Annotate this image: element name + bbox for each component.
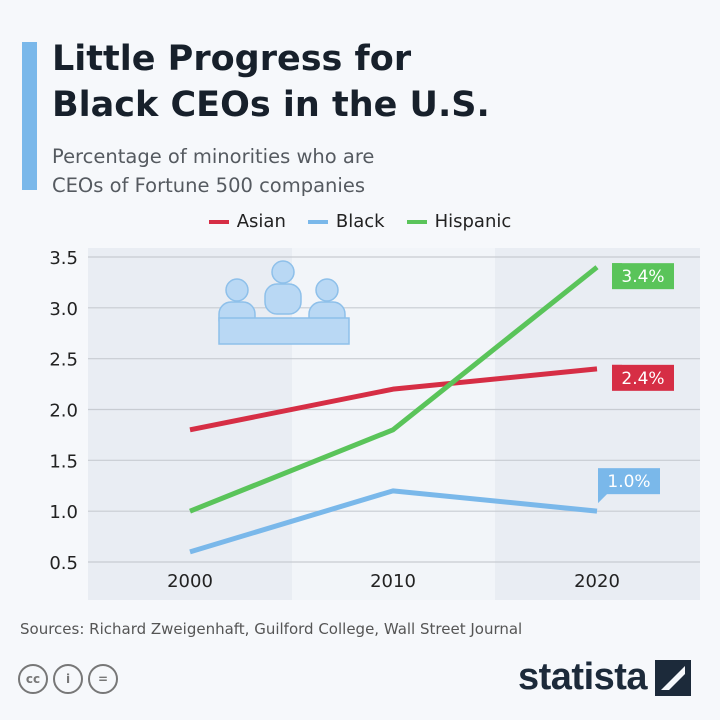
statista-mark-icon <box>655 659 692 696</box>
source-note: Sources: Richard Zweigenhaft, Guilford C… <box>20 620 523 638</box>
legend-label: Hispanic <box>434 211 512 232</box>
label-pointer <box>598 493 608 504</box>
label-pointer <box>612 364 622 378</box>
y-tick-label: 1.0 <box>49 502 78 523</box>
legend-label: Black <box>335 211 385 232</box>
legend-item-black: Black <box>307 211 385 232</box>
y-tick-label: 2.0 <box>49 401 78 422</box>
accent-bar <box>22 42 37 190</box>
title-line-2: Black CEOs in the U.S. <box>52 85 490 125</box>
y-tick-label: 3.5 <box>49 248 78 269</box>
legend-swatch <box>406 219 427 224</box>
legend-label: Asian <box>236 211 286 232</box>
no-derivatives-icon: = <box>88 664 118 694</box>
business-meeting-icon <box>218 260 350 345</box>
x-tick-label: 2010 <box>370 571 416 592</box>
y-tick-label: 2.5 <box>49 350 78 371</box>
chart-subtitle: Percentage of minorities who are CEOs of… <box>52 142 374 200</box>
subtitle-line-2: CEOs of Fortune 500 companies <box>52 174 365 197</box>
legend-swatch <box>307 219 328 224</box>
x-tick-label: 2020 <box>574 571 620 592</box>
title-line-1: Little Progress for <box>52 39 412 79</box>
chart-title: Little Progress for Black CEOs in the U.… <box>52 36 490 128</box>
cc-icon: cc <box>18 664 48 694</box>
subtitle-line-1: Percentage of minorities who are <box>52 145 375 168</box>
y-tick-label: 1.5 <box>49 451 78 472</box>
band <box>495 248 700 600</box>
attribution-icon: i <box>53 664 83 694</box>
y-tick-label: 0.5 <box>49 553 78 574</box>
brand-name: statista <box>518 656 648 698</box>
end-label: 2.4% <box>621 369 664 389</box>
legend: Asian Black Hispanic <box>0 211 720 232</box>
legend-swatch <box>208 219 229 224</box>
statista-logo: statista <box>518 656 692 699</box>
x-tick-label: 2000 <box>167 571 213 592</box>
end-label-box <box>612 263 674 290</box>
end-label-box <box>612 364 674 391</box>
y-tick-label: 3.0 <box>49 299 78 320</box>
end-label: 1.0% <box>607 472 650 492</box>
end-label: 3.4% <box>621 267 664 287</box>
license-icons: cc i = <box>18 664 118 694</box>
label-pointer <box>612 263 622 277</box>
legend-item-asian: Asian <box>208 211 286 232</box>
legend-item-hispanic: Hispanic <box>406 211 512 232</box>
band <box>88 248 292 600</box>
end-label-box <box>598 468 660 495</box>
